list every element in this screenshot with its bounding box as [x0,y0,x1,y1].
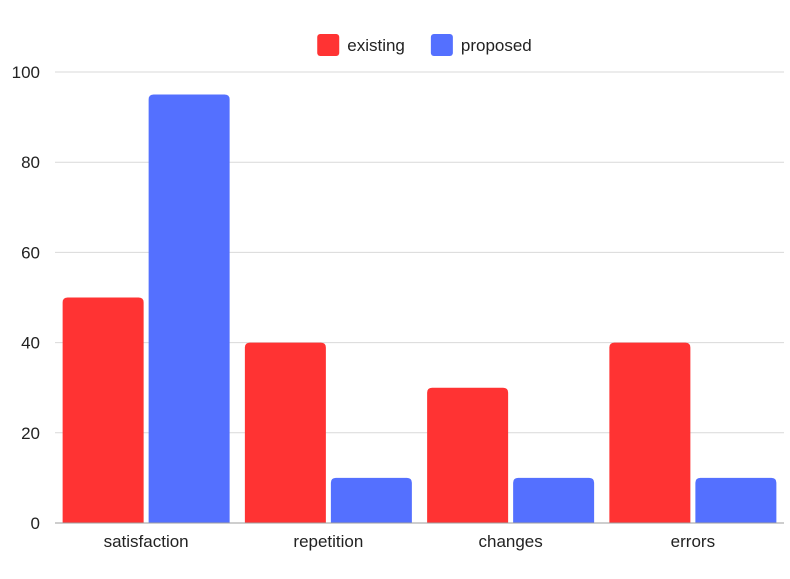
bar-existing-satisfaction [62,297,144,523]
x-tick-label: satisfaction [104,532,189,551]
bar-proposed-changes [513,477,595,523]
legend-swatch-proposed [430,34,453,56]
x-tick-label: errors [671,532,715,551]
legend-swatch-existing [317,34,340,56]
legend-label-existing: existing [347,36,405,55]
y-tick-label: 0 [31,514,40,533]
x-tick-label: repetition [293,532,363,551]
bar-proposed-satisfaction [148,94,230,524]
y-tick-label: 100 [12,63,40,82]
legend: existing proposed [317,34,532,56]
bar-existing-errors [609,342,691,523]
bar-proposed-repetition [330,477,412,523]
legend-label-proposed: proposed [461,36,532,55]
x-axis-labels: satisfaction repetition changes errors [104,532,715,551]
bar-existing-repetition [244,342,326,523]
bar-existing-changes [427,387,509,523]
y-tick-label: 80 [21,153,40,172]
x-tick-label: changes [478,532,542,551]
y-tick-label: 40 [21,334,40,353]
bar-proposed-errors [695,477,777,523]
y-tick-label: 60 [21,243,40,262]
bars [62,94,777,524]
y-tick-label: 20 [21,424,40,443]
y-axis-ticks: 0 20 40 60 80 100 [12,63,40,533]
